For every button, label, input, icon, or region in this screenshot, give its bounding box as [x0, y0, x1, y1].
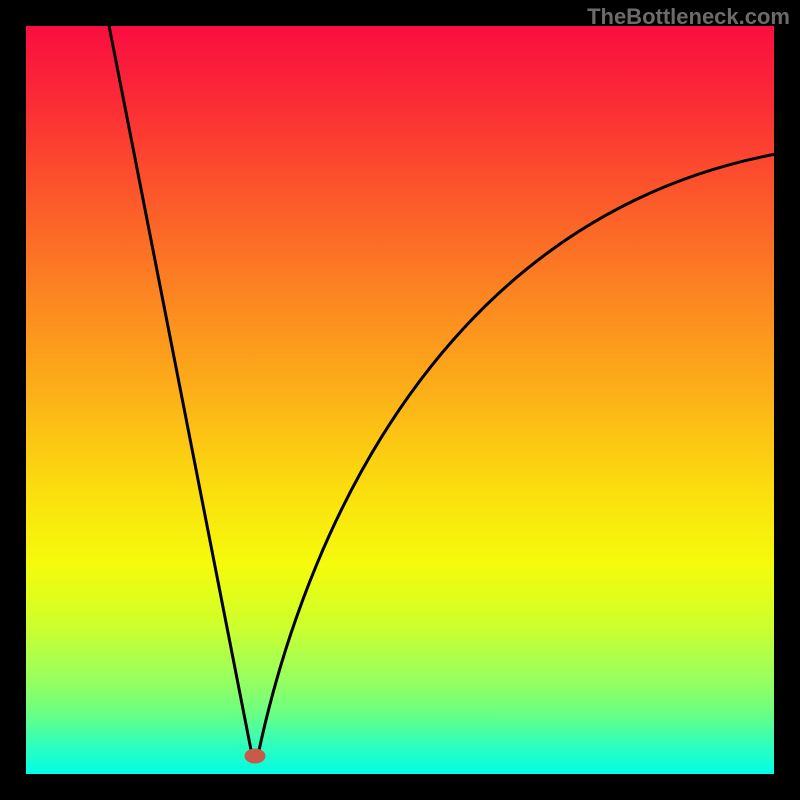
- bottleneck-chart: [0, 0, 800, 800]
- watermark-text: TheBottleneck.com: [587, 4, 790, 30]
- minimum-marker: [245, 749, 265, 763]
- chart-background: [26, 26, 774, 774]
- chart-container: TheBottleneck.com: [0, 0, 800, 800]
